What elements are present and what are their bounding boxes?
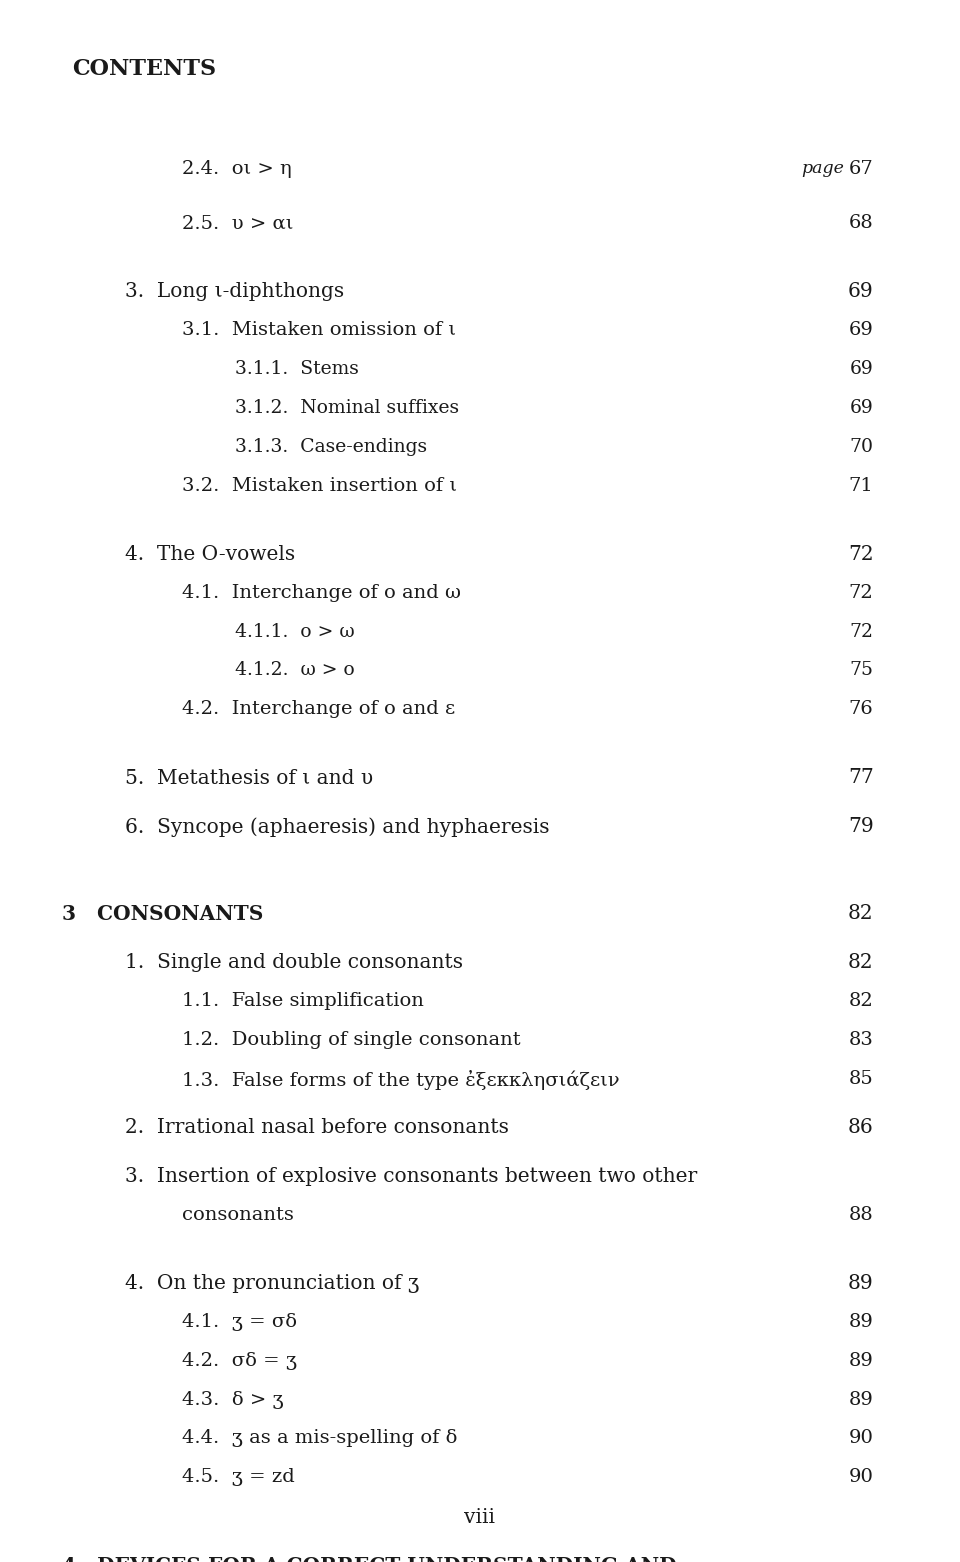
Text: 1.1.  False simplification: 1.1. False simplification — [182, 992, 424, 1011]
Text: 89: 89 — [848, 1275, 874, 1293]
Text: 3.  Insertion of explosive consonants between two other: 3. Insertion of explosive consonants bet… — [125, 1167, 697, 1186]
Text: 89: 89 — [849, 1390, 874, 1409]
Text: 6.  Syncope (aphaeresis) and hyphaeresis: 6. Syncope (aphaeresis) and hyphaeresis — [125, 817, 549, 837]
Text: 85: 85 — [849, 1070, 874, 1087]
Text: 69: 69 — [850, 398, 874, 417]
Text: 82: 82 — [849, 992, 874, 1011]
Text: 3.2.  Mistaken insertion of ι: 3.2. Mistaken insertion of ι — [182, 476, 457, 495]
Text: 79: 79 — [848, 817, 874, 836]
Text: 71: 71 — [849, 476, 874, 495]
Text: 76: 76 — [849, 700, 874, 719]
Text: 1.2.  Doubling of single consonant: 1.2. Doubling of single consonant — [182, 1031, 521, 1048]
Text: 2.  Irrational nasal before consonants: 2. Irrational nasal before consonants — [125, 1118, 509, 1137]
Text: 2.5.  υ > αι: 2.5. υ > αι — [182, 214, 294, 233]
Text: 4.5.  ʒ = zd: 4.5. ʒ = zd — [182, 1468, 295, 1487]
Text: 82: 82 — [848, 904, 874, 923]
Text: 4.1.2.  ω > o: 4.1.2. ω > o — [235, 661, 355, 679]
Text: 4.1.  Interchange of o and ω: 4.1. Interchange of o and ω — [182, 584, 462, 601]
Text: 2.4.  οι > η: 2.4. οι > η — [182, 159, 292, 178]
Text: 4.1.1.  o > ω: 4.1.1. o > ω — [235, 623, 355, 640]
Text: viii: viii — [465, 1507, 495, 1528]
Text: 3.1.3.  Case-endings: 3.1.3. Case-endings — [235, 437, 427, 456]
Text: 86: 86 — [848, 1118, 874, 1137]
Text: 69: 69 — [848, 283, 874, 301]
Text: 1.  Single and double consonants: 1. Single and double consonants — [125, 953, 463, 972]
Text: 3.1.2.  Nominal suffixes: 3.1.2. Nominal suffixes — [235, 398, 459, 417]
Text: 3.1.1.  Stems: 3.1.1. Stems — [235, 359, 359, 378]
Text: 4.  On the pronunciation of ʒ: 4. On the pronunciation of ʒ — [125, 1275, 420, 1293]
Text: CONTENTS: CONTENTS — [72, 58, 216, 80]
Text: 72: 72 — [848, 545, 874, 564]
Text: page: page — [802, 159, 845, 177]
Text: 3   CONSONANTS: 3 CONSONANTS — [62, 904, 264, 925]
Text: 90: 90 — [849, 1468, 874, 1487]
Text: 4.1.  ʒ = σδ: 4.1. ʒ = σδ — [182, 1312, 298, 1331]
Text: 83: 83 — [849, 1031, 874, 1048]
Text: 90: 90 — [849, 1429, 874, 1448]
Text: 72: 72 — [850, 623, 874, 640]
Text: 75: 75 — [850, 661, 874, 679]
Text: 89: 89 — [849, 1312, 874, 1331]
Text: 5.  Metathesis of ι and υ: 5. Metathesis of ι and υ — [125, 769, 372, 787]
Text: 77: 77 — [848, 769, 874, 787]
Text: 89: 89 — [849, 1351, 874, 1370]
Text: 70: 70 — [850, 437, 874, 456]
Text: 68: 68 — [849, 214, 874, 233]
Text: 72: 72 — [849, 584, 874, 601]
Text: 4.4.  ʒ as a mis-spelling of δ: 4.4. ʒ as a mis-spelling of δ — [182, 1429, 458, 1448]
Text: 4.2.  Interchange of o and ε: 4.2. Interchange of o and ε — [182, 700, 456, 719]
Text: 82: 82 — [848, 953, 874, 972]
Text: 88: 88 — [849, 1206, 874, 1225]
Text: 4.  The O-vowels: 4. The O-vowels — [125, 545, 295, 564]
Text: 69: 69 — [849, 322, 874, 339]
Text: 1.3.  False forms of the type ἐξεκκλησιάζειν: 1.3. False forms of the type ἐξεκκλησιάζ… — [182, 1070, 620, 1090]
Text: 69: 69 — [850, 359, 874, 378]
Text: consonants: consonants — [182, 1206, 295, 1225]
Text: 3.1.  Mistaken omission of ι: 3.1. Mistaken omission of ι — [182, 322, 456, 339]
Text: 4.2.  σδ = ʒ: 4.2. σδ = ʒ — [182, 1351, 298, 1370]
Text: 4.3.  δ > ʒ: 4.3. δ > ʒ — [182, 1390, 284, 1409]
Text: 4   DEVICES FOR A CORRECT UNDERSTANDING AND: 4 DEVICES FOR A CORRECT UNDERSTANDING AN… — [62, 1556, 677, 1562]
Text: 3.  Long ι-diphthongs: 3. Long ι-diphthongs — [125, 283, 344, 301]
Text: 67: 67 — [849, 159, 874, 178]
